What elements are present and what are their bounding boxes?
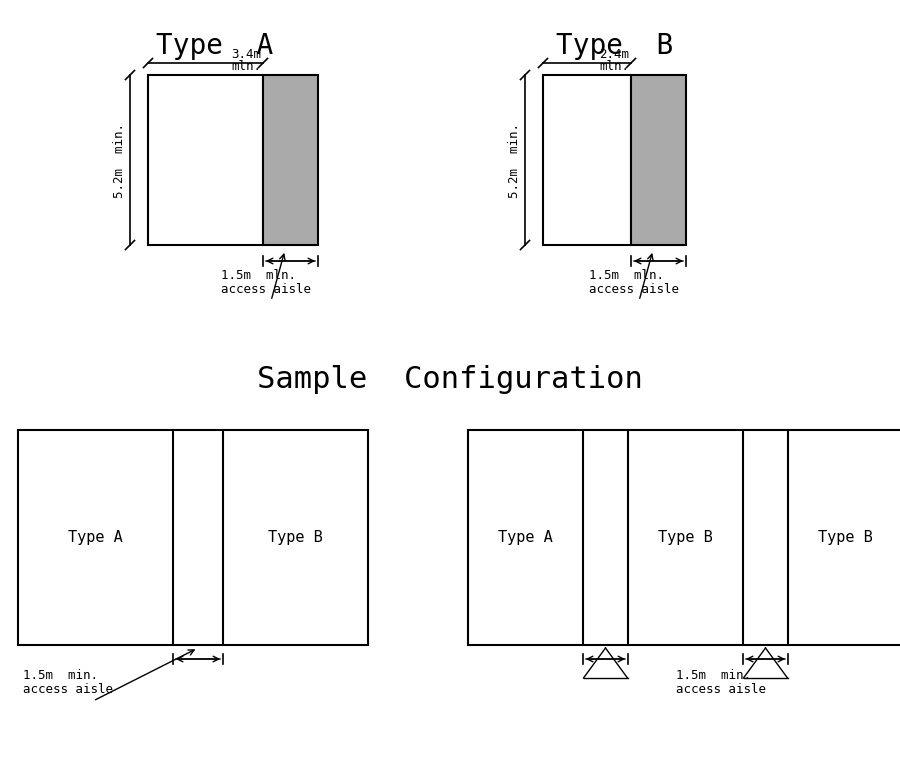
Text: 3.4m: 3.4m: [231, 48, 261, 61]
Text: Type A: Type A: [68, 530, 123, 545]
Bar: [468, 430, 900, 645]
Bar: [173, 430, 223, 645]
Text: Sample  Configuration: Sample Configuration: [257, 365, 643, 394]
Bar: [583, 430, 628, 645]
Text: access aisle: access aisle: [589, 283, 679, 296]
Text: mln.: mln.: [231, 60, 261, 73]
Bar: [543, 75, 631, 245]
Text: mln.: mln.: [599, 60, 629, 73]
Text: 5.2m  min.: 5.2m min.: [113, 123, 126, 198]
Bar: [743, 430, 788, 645]
Text: access aisle: access aisle: [23, 683, 113, 696]
Text: Type A: Type A: [498, 530, 553, 545]
Bar: [18, 430, 368, 645]
Bar: [631, 75, 686, 245]
Text: Type B: Type B: [818, 530, 873, 545]
Text: Type  A: Type A: [157, 32, 274, 60]
Text: 5.2m  min.: 5.2m min.: [508, 123, 521, 198]
Bar: [263, 75, 318, 245]
Text: Type B: Type B: [268, 530, 323, 545]
Text: access aisle: access aisle: [221, 283, 311, 296]
Text: Type  B: Type B: [556, 32, 673, 60]
Text: 1.5m  min.: 1.5m min.: [676, 669, 751, 682]
Text: Type B: Type B: [658, 530, 713, 545]
Bar: [148, 75, 263, 245]
Text: 1.5m  min.: 1.5m min.: [23, 669, 98, 682]
Text: 2.4m: 2.4m: [599, 48, 629, 61]
Text: access aisle: access aisle: [676, 683, 766, 696]
Text: 1.5m  mln.: 1.5m mln.: [589, 269, 664, 282]
Text: 1.5m  mln.: 1.5m mln.: [221, 269, 296, 282]
